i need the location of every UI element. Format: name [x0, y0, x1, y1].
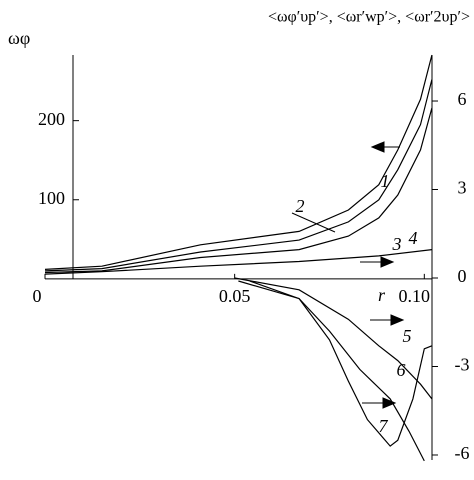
y2-axis-label: <ωφ′υp′>, <ωr′wp′>, <ωr′2υp′> — [268, 9, 470, 26]
series-line — [44, 54, 433, 270]
x-tick-label: 0.05 — [219, 286, 251, 306]
series-label: 2 — [296, 196, 305, 216]
x-tick-label: 0 — [33, 286, 42, 306]
series-label: 6 — [397, 360, 406, 380]
series-label: 3 — [392, 234, 402, 254]
y2-tick-label: 6 — [458, 89, 467, 109]
series-line — [44, 249, 432, 275]
series-label: 7 — [379, 416, 389, 436]
series-label: 1 — [381, 171, 390, 191]
x-tick-label: 0.10 — [399, 286, 431, 306]
y2-tick-label: -3 — [455, 355, 470, 375]
y2-tick-label: 0 — [458, 266, 467, 286]
series-line — [44, 107, 433, 274]
y2-tick-label: -6 — [455, 443, 470, 463]
y-tick-label: 100 — [38, 188, 65, 208]
series-line — [44, 79, 433, 272]
y2-tick-label: 3 — [458, 178, 467, 198]
series-line — [234, 277, 433, 400]
x-axis-label: r — [378, 285, 386, 305]
series-label: 4 — [409, 228, 418, 248]
y-axis-label: ωφ — [8, 28, 30, 48]
y-tick-label: 200 — [38, 109, 65, 129]
series-label: 5 — [403, 326, 412, 346]
arrows — [291, 141, 405, 409]
series-line — [249, 280, 433, 447]
